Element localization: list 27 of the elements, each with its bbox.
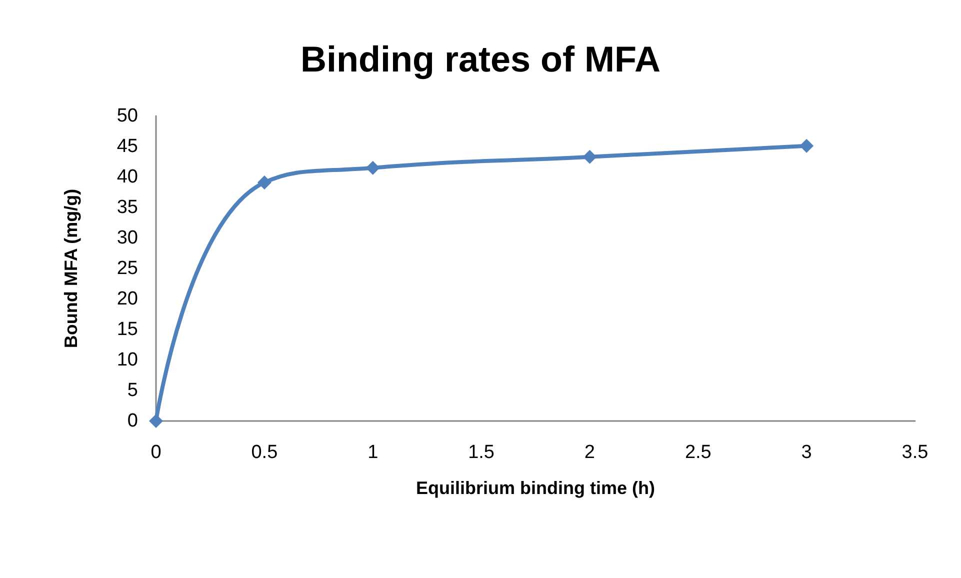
y-tick-label: 40 — [116, 166, 138, 188]
y-tick-label: 15 — [116, 319, 138, 340]
y-tick-label: 5 — [127, 380, 138, 401]
y-tick-label: 0 — [127, 410, 138, 432]
x-tick-label: 2 — [584, 442, 596, 463]
y-axis-title: Bound MFA (mg/g) — [61, 188, 81, 348]
point — [149, 414, 163, 428]
y-tick-label: 30 — [116, 228, 138, 248]
point — [257, 175, 272, 190]
x-tick-label: 0 — [150, 442, 162, 463]
y-tick-label: 20 — [116, 288, 138, 310]
point — [582, 150, 597, 164]
x-tick-label: 1.5 — [468, 442, 494, 463]
y-tick-label: 35 — [116, 197, 138, 218]
y-tick-label: 50 — [116, 106, 138, 126]
x-tick-label: 2.5 — [684, 442, 712, 463]
x-tick-label: 0.5 — [251, 442, 278, 463]
x-tick-label: 3.5 — [902, 442, 928, 463]
y-tick-label: 45 — [116, 136, 138, 157]
x-tick-label: 1 — [368, 442, 378, 463]
x-tick-label: 3 — [801, 442, 812, 463]
x-axis-title: Equilibrium binding time (h) — [416, 478, 655, 498]
point — [366, 160, 380, 175]
y-tick-label: 25 — [116, 258, 138, 279]
y-tick-label: 10 — [116, 350, 138, 370]
point — [800, 138, 814, 153]
chart-title: Binding rates of MFA — [300, 38, 660, 80]
